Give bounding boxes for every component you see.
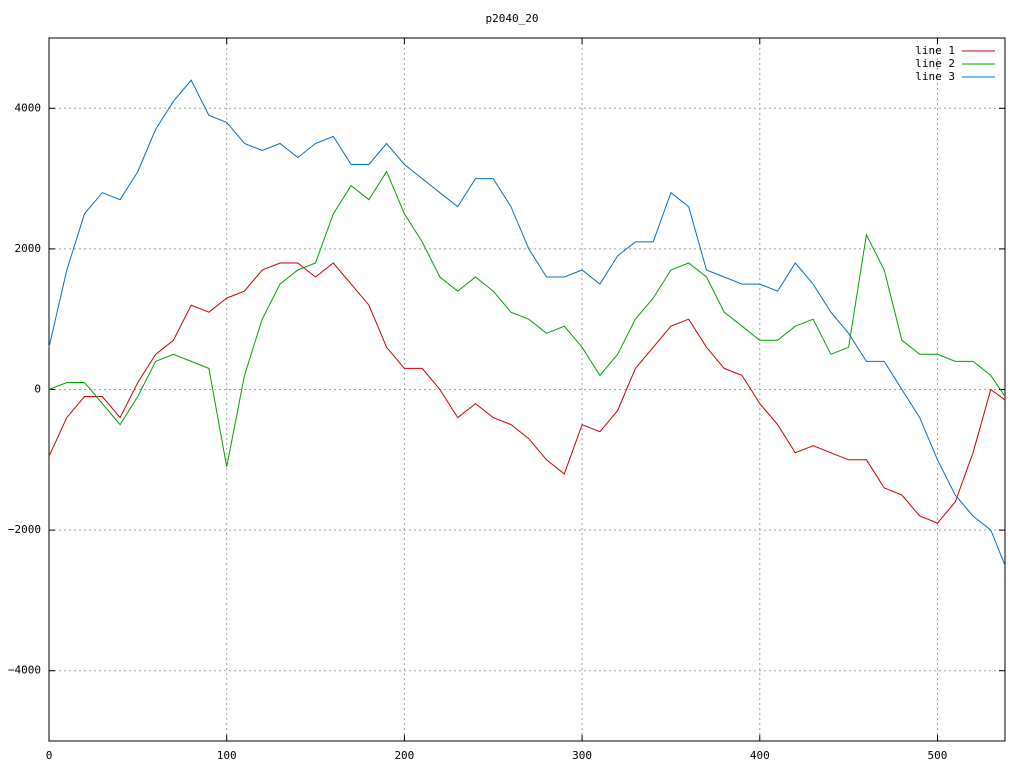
data-line <box>48 170 1006 467</box>
y-tick-label: −4000 <box>8 664 41 677</box>
y-tick-label: 2000 <box>15 242 42 255</box>
x-tick-label: 500 <box>928 749 948 762</box>
legend-label: line 2 <box>915 57 955 70</box>
x-tick-label: 300 <box>572 749 592 762</box>
y-tick-label: 4000 <box>15 101 42 114</box>
y-tick-label: 0 <box>34 383 41 396</box>
x-tick-label: 400 <box>750 749 770 762</box>
x-tick-label: 0 <box>46 749 53 762</box>
x-tick-label: 200 <box>394 749 414 762</box>
legend-label: line 3 <box>915 70 955 83</box>
data-line <box>48 262 1006 524</box>
x-tick-label: 100 <box>217 749 237 762</box>
legend-label: line 1 <box>915 44 955 57</box>
y-tick-label: −2000 <box>8 523 41 536</box>
data-line <box>48 79 1006 566</box>
chart-title: p2040_20 <box>486 12 539 25</box>
